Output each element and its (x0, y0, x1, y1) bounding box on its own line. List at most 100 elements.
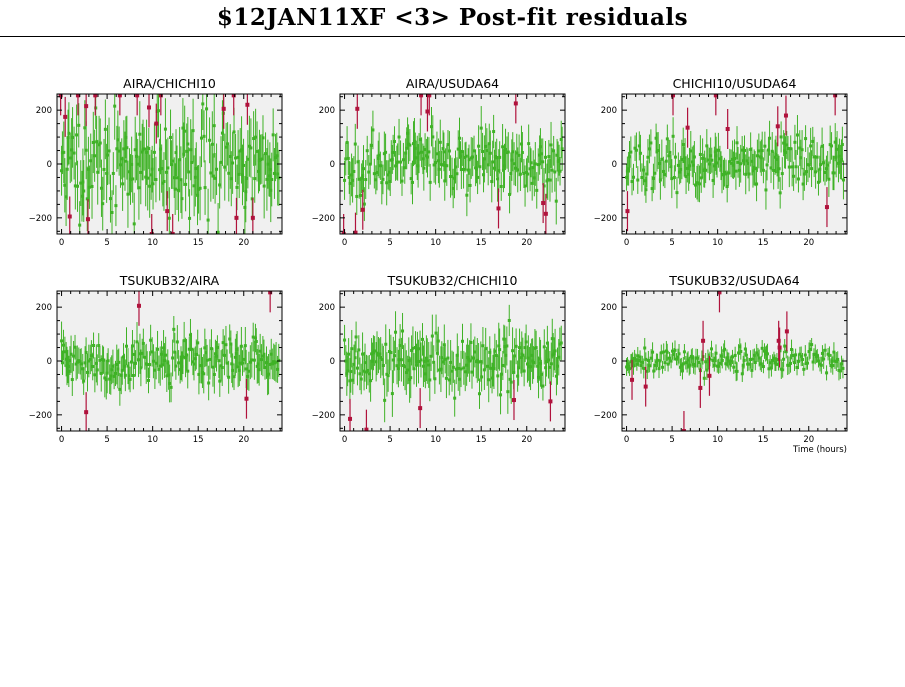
residual-point (370, 352, 374, 356)
residual-point (153, 368, 157, 372)
residual-point (173, 350, 177, 354)
residual-point (476, 175, 480, 179)
residual-point (186, 142, 190, 146)
residual-point (649, 141, 653, 145)
residual-point (501, 363, 505, 367)
residual-point (715, 161, 719, 165)
outlier-point (783, 113, 788, 118)
residual-point (755, 182, 759, 186)
residual-point (116, 367, 120, 371)
residual-point (404, 371, 408, 375)
residual-point (99, 186, 103, 190)
residual-point (234, 351, 238, 355)
outlier-point (234, 215, 239, 220)
residual-point (362, 369, 366, 373)
x-tick-label: 15 (758, 238, 769, 248)
residual-point (64, 357, 68, 361)
residual-point (269, 352, 273, 356)
residual-point (706, 357, 710, 361)
residual-point (787, 363, 791, 367)
residual-point (735, 369, 739, 373)
residual-point (798, 352, 802, 356)
residual-point (686, 358, 690, 362)
residual-point (435, 152, 439, 156)
residual-point (665, 137, 669, 141)
y-tick-label: −200 (594, 214, 617, 224)
outlier-point (630, 377, 635, 382)
residual-point (173, 187, 177, 191)
residual-point (276, 367, 280, 371)
x-tick-label: 0 (624, 238, 629, 248)
residual-point (88, 357, 92, 361)
residual-point (799, 156, 803, 160)
residual-point (637, 144, 641, 148)
residual-point (538, 153, 542, 157)
residual-point (349, 370, 353, 374)
residual-point (536, 163, 540, 167)
residual-point (471, 356, 475, 360)
residual-point (796, 177, 800, 181)
residual-point (675, 357, 679, 361)
residual-point (642, 366, 646, 370)
residual-point (481, 150, 485, 154)
residual-point (725, 184, 729, 188)
residual-point (146, 176, 150, 180)
residual-point (201, 102, 205, 106)
residual-point (252, 358, 256, 362)
residual-point (429, 354, 433, 358)
residual-point (539, 361, 543, 365)
residual-point (661, 169, 665, 173)
residual-point (508, 192, 512, 196)
residual-point (783, 344, 787, 348)
residual-point (421, 364, 425, 368)
outlier-point (58, 94, 63, 98)
residual-point (140, 150, 144, 154)
residual-point (209, 347, 213, 351)
residual-point (528, 167, 532, 171)
residual-point (549, 362, 553, 366)
residual-point (763, 144, 767, 148)
residual-point (97, 344, 101, 348)
residual-point (236, 155, 240, 159)
residual-point (482, 368, 486, 372)
residual-point (449, 360, 453, 364)
residual-point (403, 166, 407, 170)
x-axis-label: Time (hours) (792, 445, 847, 455)
residual-point (189, 148, 193, 152)
residual-point (128, 377, 132, 381)
residual-point (215, 167, 219, 171)
residual-point (401, 329, 405, 333)
residual-point (120, 368, 124, 372)
residual-point (186, 369, 190, 373)
residual-point (638, 151, 642, 155)
residual-point (373, 349, 377, 353)
residual-point (441, 147, 445, 151)
outlier-point (776, 338, 781, 343)
residual-point (398, 344, 402, 348)
residual-point (425, 155, 429, 159)
residual-point (215, 345, 219, 349)
residual-point (626, 365, 630, 369)
residual-point (691, 163, 695, 167)
residual-point (765, 163, 769, 167)
residual-point (677, 352, 681, 356)
residual-point (706, 158, 710, 162)
residual-point (704, 168, 708, 172)
residual-point (436, 159, 440, 163)
residual-point (257, 368, 261, 372)
residual-point (481, 344, 485, 348)
residual-point (510, 158, 514, 162)
residual-point (190, 347, 194, 351)
residual-point (681, 362, 685, 366)
outlier-point (117, 94, 122, 98)
residual-point (512, 370, 516, 374)
residual-point (232, 375, 236, 379)
residual-point (552, 149, 556, 153)
residual-point (162, 346, 166, 350)
residual-point (775, 358, 779, 362)
residual-point (406, 368, 410, 372)
residual-point (497, 169, 501, 173)
residual-point (208, 357, 212, 361)
residual-point (385, 181, 389, 185)
